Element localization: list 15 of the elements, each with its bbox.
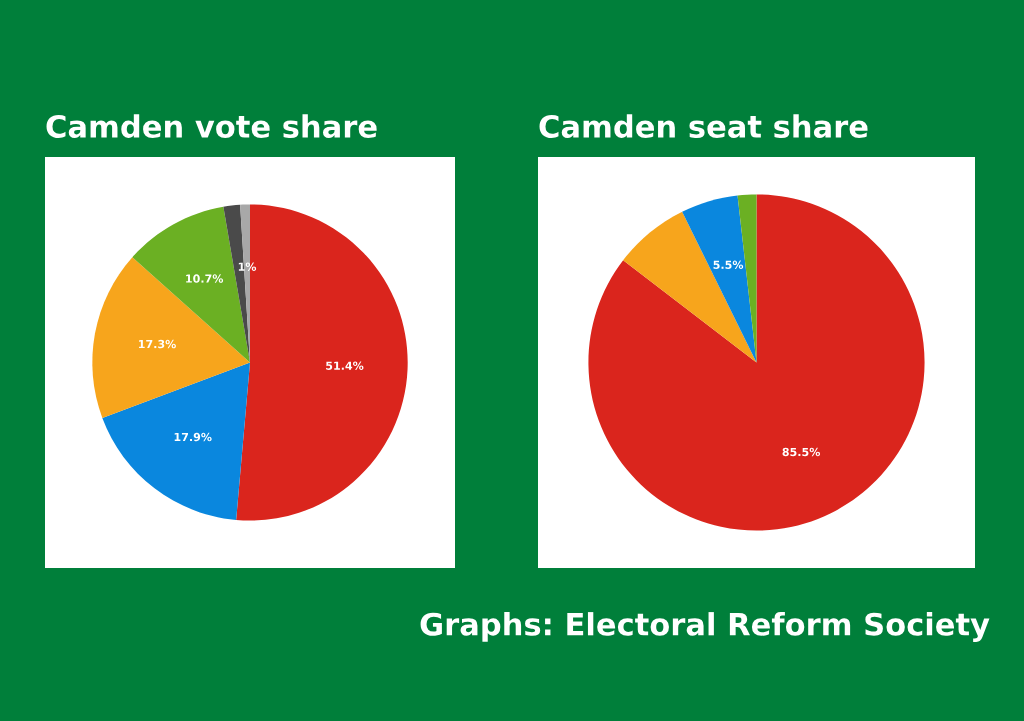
text: Graphs: Electoral Reform Society [420, 612, 990, 642]
pie-slice [682, 195, 757, 363]
data-label: 1% [238, 262, 257, 271]
data-label: 85.5% [782, 447, 821, 457]
data-label: 51.4% [326, 361, 364, 370]
pie-slice [102, 362, 250, 520]
pie-slice [623, 211, 757, 363]
pie-slice [236, 204, 408, 521]
data-label: 5.5% [713, 260, 744, 269]
data-label: 17.3% [138, 339, 176, 349]
pie-slice [588, 194, 925, 531]
data-label: 17.9% [174, 432, 212, 442]
chart-title: Camden vote share [46, 114, 377, 138]
data-label: 10.7% [186, 274, 224, 283]
chart-title: Camden seat share [539, 114, 868, 138]
